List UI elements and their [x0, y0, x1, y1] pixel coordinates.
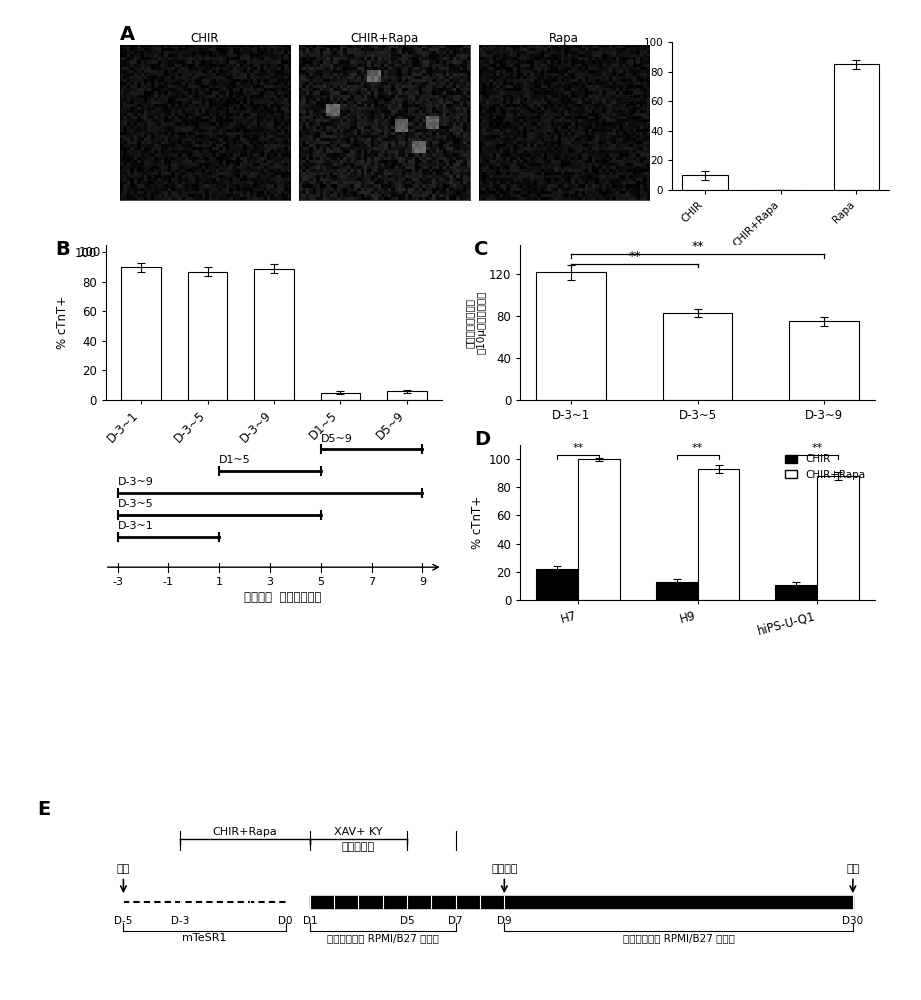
Text: D-3~5: D-3~5: [118, 499, 153, 509]
Bar: [682, 175, 728, 190]
Text: 100: 100: [79, 246, 101, 259]
Bar: [321, 393, 360, 400]
Text: **: **: [692, 443, 704, 453]
Text: 测试: 测试: [846, 864, 859, 874]
Text: B: B: [55, 240, 70, 259]
Bar: [578, 459, 620, 600]
Text: D9: D9: [497, 916, 512, 926]
Text: E: E: [37, 800, 50, 819]
Text: D0: D0: [278, 916, 293, 926]
Text: -1: -1: [163, 577, 174, 587]
Bar: [536, 272, 606, 400]
Bar: [254, 269, 294, 400]
Text: mTeSR1: mTeSR1: [182, 933, 227, 943]
Text: 敢击细胞: 敢击细胞: [491, 864, 518, 874]
Title: CHIR: CHIR: [191, 32, 219, 45]
Bar: [834, 64, 879, 190]
Text: **: **: [692, 240, 704, 253]
Text: 1: 1: [216, 577, 223, 587]
Text: CHIR+Rapa: CHIR+Rapa: [213, 827, 277, 837]
Text: **: **: [573, 443, 584, 453]
Text: D30: D30: [843, 916, 863, 926]
Text: C: C: [474, 240, 489, 259]
Bar: [775, 584, 817, 600]
Title: CHIR+Rapa: CHIR+Rapa: [350, 32, 419, 45]
Text: -3: -3: [112, 577, 123, 587]
Text: XAV+ KY: XAV+ KY: [334, 827, 383, 837]
Bar: [536, 569, 578, 600]
Bar: [387, 391, 426, 400]
Text: 接种: 接种: [117, 864, 130, 874]
Bar: [789, 321, 858, 400]
Text: **: **: [628, 250, 641, 263]
Legend: CHIR, CHIR+Rapa: CHIR, CHIR+Rapa: [780, 450, 869, 484]
Text: 9: 9: [419, 577, 426, 587]
Text: D1~5: D1~5: [219, 455, 251, 465]
Text: 5: 5: [317, 577, 324, 587]
Text: D1: D1: [302, 916, 317, 926]
Text: D-3~9: D-3~9: [118, 477, 154, 487]
Text: D: D: [474, 430, 491, 449]
Text: D-3~1: D-3~1: [118, 521, 153, 531]
Text: D7: D7: [449, 916, 463, 926]
Y-axis label: % cTnT+: % cTnT+: [56, 296, 69, 349]
Bar: [188, 272, 227, 400]
Text: 3: 3: [266, 577, 274, 587]
Text: 培养基不变: 培养基不变: [342, 842, 375, 852]
Text: **: **: [811, 443, 822, 453]
Text: 含有胰岛素的 RPMI/B27 培养基: 含有胰岛素的 RPMI/B27 培养基: [623, 933, 735, 943]
Bar: [122, 267, 161, 400]
Bar: [698, 469, 740, 600]
Title: Rapa: Rapa: [549, 32, 579, 45]
Text: D-3: D-3: [171, 916, 190, 926]
Bar: [656, 582, 698, 600]
Text: D5~9: D5~9: [321, 434, 353, 444]
Text: D-5: D-5: [114, 916, 133, 926]
Text: 雷帕靶素  处理时间长度: 雷帕靶素 处理时间长度: [244, 591, 321, 604]
Y-axis label: % cTnT+: % cTnT+: [628, 91, 638, 141]
Text: 7: 7: [368, 577, 375, 587]
Y-axis label: 心肌细胞产出数量
（10µ个细胞每孔）: 心肌细胞产出数量 （10µ个细胞每孔）: [464, 291, 486, 354]
Text: A: A: [120, 25, 134, 44]
Text: D5: D5: [400, 916, 414, 926]
Text: 不含胰岛素的 RPMI/B27 培养基: 不含胰岛素的 RPMI/B27 培养基: [327, 933, 438, 943]
Bar: [663, 313, 732, 400]
Y-axis label: % cTnT+: % cTnT+: [471, 496, 484, 549]
Bar: [817, 476, 858, 600]
